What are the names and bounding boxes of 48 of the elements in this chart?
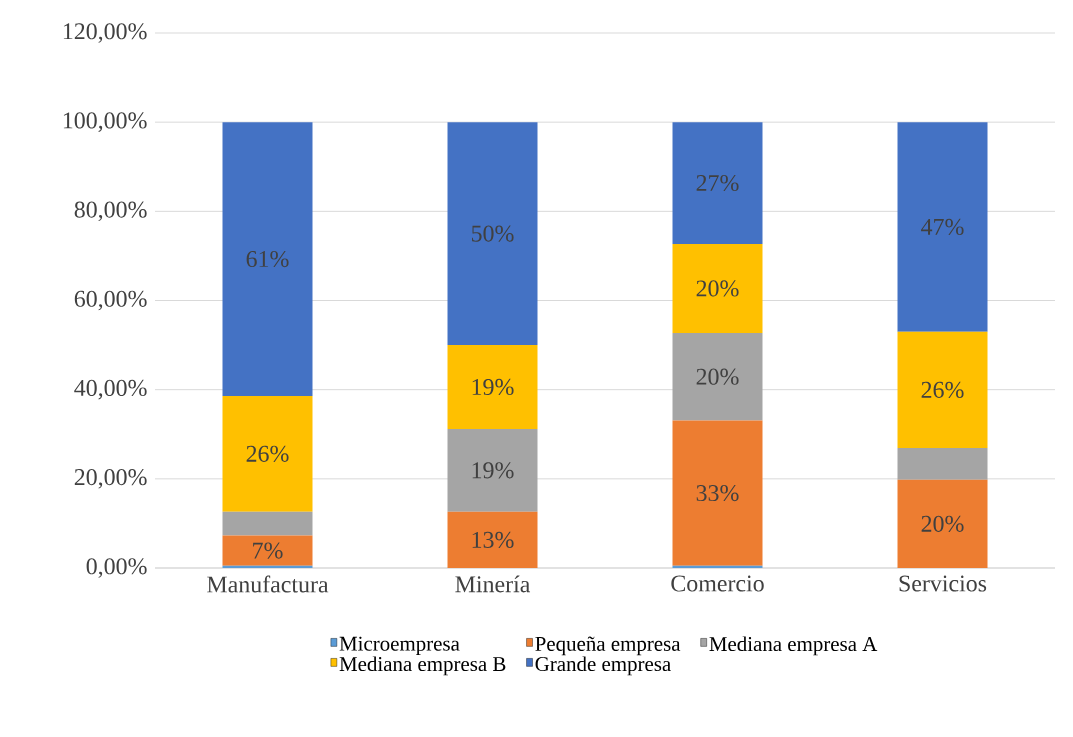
x-tick-label: Manufactura xyxy=(207,575,329,593)
bar xyxy=(672,243,763,334)
bar xyxy=(897,448,988,480)
bar xyxy=(447,428,538,512)
bar xyxy=(222,535,313,566)
y-tick-label: 60,00% xyxy=(74,290,147,311)
bar xyxy=(447,511,538,568)
data-label: 26% xyxy=(246,445,289,462)
bar xyxy=(672,122,763,244)
bar xyxy=(222,395,313,512)
x-tick-label: Servicios xyxy=(899,575,987,592)
data-label: 20% xyxy=(696,280,739,297)
bar xyxy=(672,333,763,421)
bar xyxy=(222,511,313,536)
y-tick-label: 120,00% xyxy=(63,23,147,43)
bar xyxy=(447,345,538,429)
y-tick-label: 40,00% xyxy=(74,379,147,400)
legend-label: Microempresa xyxy=(339,636,460,656)
bar xyxy=(447,122,538,346)
data-label: 27% xyxy=(696,174,739,192)
bar xyxy=(672,420,763,566)
legend-label: Mediana empresa A xyxy=(709,636,878,656)
data-label: 26% xyxy=(921,381,964,398)
data-label: 61% xyxy=(246,250,289,268)
bar xyxy=(897,122,988,332)
data-label: 13% xyxy=(472,531,514,549)
y-tick-label: 0,00% xyxy=(86,558,147,578)
legend-label: Grande empresa xyxy=(535,656,671,676)
data-label: 7% xyxy=(253,542,283,559)
bar xyxy=(222,122,313,396)
data-label: 47% xyxy=(921,218,964,236)
data-label: 50% xyxy=(471,225,514,242)
y-tick-label: 100,00% xyxy=(63,112,147,132)
bar xyxy=(222,565,313,568)
data-label: 19% xyxy=(472,378,514,396)
data-label: 20% xyxy=(696,368,739,385)
data-label: 33% xyxy=(696,484,739,502)
bar xyxy=(672,565,763,568)
bar xyxy=(897,479,988,568)
x-tick-label: Minería xyxy=(455,575,531,593)
y-tick-label: 20,00% xyxy=(74,469,147,489)
y-tick-label: 80,00% xyxy=(74,201,147,222)
legend-label: Mediana empresa B xyxy=(339,656,506,676)
data-label: 19% xyxy=(472,462,514,479)
x-tick-label: Comercio xyxy=(671,575,764,592)
legend-label: Pequeña empresa xyxy=(535,636,681,656)
bar xyxy=(897,331,988,449)
data-label: 20% xyxy=(921,515,964,532)
